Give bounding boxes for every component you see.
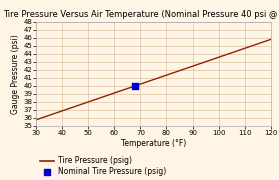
Title: Tire Pressure Versus Air Temperature (Nominal Pressure 40 psi @ 68°F): Tire Pressure Versus Air Temperature (No… [3,10,279,19]
Legend: Tire Pressure (psig), Nominal Tire Pressure (psig): Tire Pressure (psig), Nominal Tire Press… [40,156,166,176]
Y-axis label: Gauge Pressure (psi): Gauge Pressure (psi) [11,34,20,114]
Point [133,84,138,87]
X-axis label: Temperature (°F): Temperature (°F) [121,139,186,148]
